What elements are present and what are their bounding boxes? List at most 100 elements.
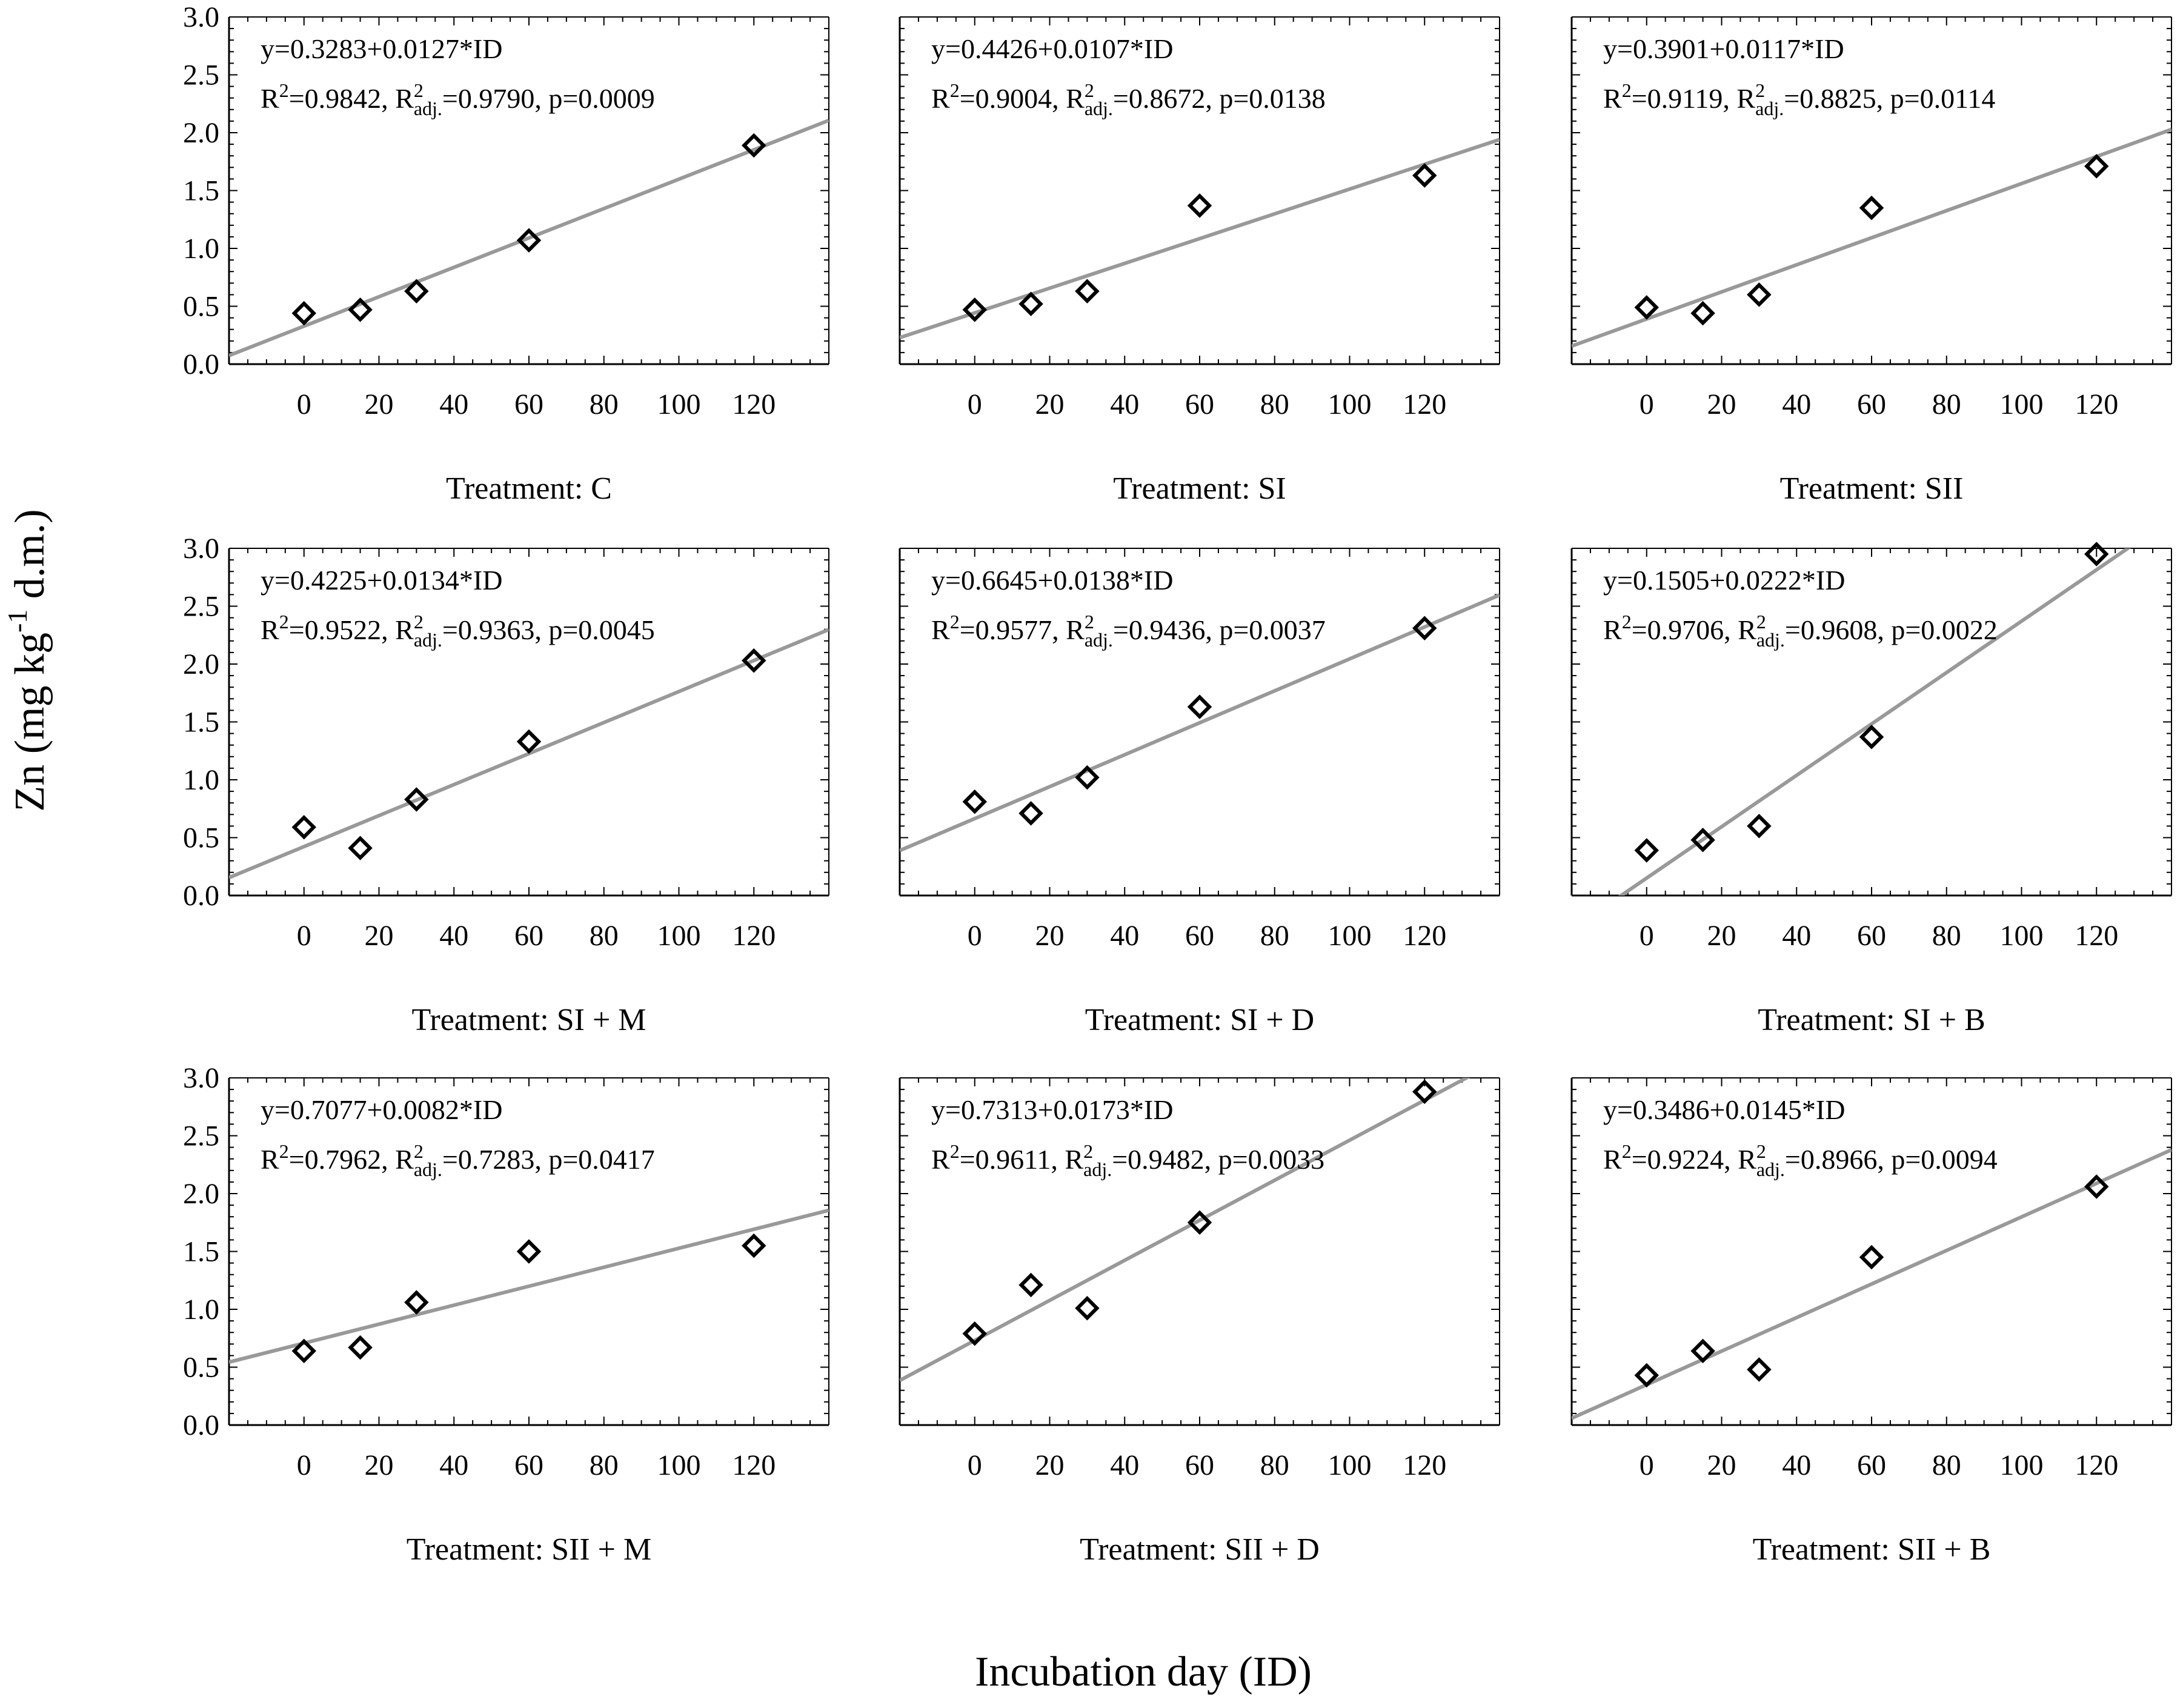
r2adj-superscript: 2 (1756, 611, 1766, 633)
x-tick-label: 80 (1932, 920, 1961, 952)
r2adj-value: =0.7283, p=0.0417 (442, 1144, 655, 1175)
data-point (1187, 694, 1212, 719)
data-point (1859, 725, 1884, 749)
regression-line (900, 138, 1500, 340)
r2adj-value: =0.8825, p=0.0114 (1784, 83, 1995, 114)
r2-superscript: 2 (1622, 1140, 1632, 1162)
data-point (962, 1321, 987, 1346)
y-tick-label: 1.5 (183, 175, 219, 207)
regression-line (1618, 548, 2131, 896)
r2-value: =0.9119, R (1632, 83, 1756, 114)
regression-equation: y=0.3283+0.0127*ID (261, 33, 502, 64)
panel-3: 0 20 40 60 80 100 120y=0.3901+0.0117*IDR2=0.91… (1570, 16, 2172, 506)
x-tick-label: 100 (657, 388, 701, 420)
data-point (1690, 828, 1715, 852)
data-point (516, 1239, 542, 1264)
x-tick-label: 20 (365, 388, 394, 420)
r2adj-subscript: adj. (1085, 629, 1113, 651)
r2adj-value: =0.9608, p=0.0022 (1785, 614, 1998, 645)
x-tick-label: 80 (590, 920, 619, 952)
x-tick-label: 20 (1035, 920, 1065, 952)
x-tick-label: 120 (2075, 920, 2118, 952)
r2-label: R (1603, 83, 1622, 114)
y-axis-title: Zn (mg kg-1 d.m.) (2, 509, 53, 811)
x-tick-label: 40 (1782, 1449, 1811, 1481)
fit-statistics: R2=0.9842, R2 adj.=0.9790, p=0.0009 (261, 79, 655, 119)
x-tick-label: 100 (1328, 388, 1372, 420)
data-point (1747, 814, 1772, 839)
x-tick-label: 40 (1110, 920, 1139, 952)
x-tick-label: 0 (1640, 388, 1654, 420)
data-point (1412, 616, 1437, 641)
y-tick-label: 3.0 (183, 1, 219, 33)
panel-label: Treatment: SII + D (1080, 1532, 1320, 1567)
y-tick-label: 2.5 (183, 1120, 219, 1152)
x-tick-label: 0 (1640, 920, 1654, 952)
x-tick-label: 0 (968, 1449, 982, 1481)
data-point (1075, 765, 1100, 790)
data-point (742, 1233, 766, 1258)
x-tick-label: 60 (1857, 388, 1886, 420)
r2-label: R (931, 83, 950, 114)
x-tick-label: 0 (297, 388, 311, 420)
x-tick-label: 40 (1110, 1449, 1139, 1481)
regression-line (900, 593, 1500, 852)
x-tick-label: 80 (1260, 920, 1289, 952)
regression-line (1572, 127, 2171, 348)
data-point (516, 729, 542, 754)
r2-superscript: 2 (279, 611, 289, 633)
x-tick-label: 0 (297, 920, 311, 952)
data-point (1859, 195, 1884, 221)
y-tick-label: 0.0 (183, 348, 219, 380)
r2adj-value: =0.9363, p=0.0045 (442, 614, 655, 645)
x-tick-label: 20 (365, 1449, 394, 1481)
fit-statistics: R2=0.9224, R2 adj.=0.8966, p=0.0094 (1603, 1140, 1998, 1180)
x-tick-label: 120 (732, 920, 776, 952)
r2-value: =0.9522, R (289, 614, 414, 645)
y-tick-label: 2.5 (183, 591, 219, 623)
x-tick-label: 100 (2000, 920, 2044, 952)
y-tick-label: 2.0 (183, 1178, 219, 1210)
x-tick-label: 0 (1640, 1449, 1654, 1481)
y-tick-label: 3.0 (183, 1062, 219, 1094)
x-tick-label: 0 (968, 388, 982, 420)
fit-statistics: R2=0.7962, R2 adj.=0.7283, p=0.0417 (261, 1140, 655, 1180)
data-point (962, 297, 987, 322)
x-tick-label: 40 (439, 388, 468, 420)
x-tick-label: 80 (1932, 388, 1961, 420)
data-point (348, 1335, 373, 1360)
y-tick-label: 3.0 (183, 533, 219, 565)
x-tick-label: 40 (1782, 388, 1811, 420)
x-tick-label: 120 (2075, 1449, 2118, 1481)
data-point (1018, 291, 1043, 316)
y-axis-title-tail: d.m.) (7, 509, 53, 609)
y-tick-label: 2.0 (183, 648, 219, 680)
data-point (1018, 801, 1043, 826)
x-tick-label: 80 (1932, 1449, 1961, 1481)
y-tick-label: 1.5 (183, 1236, 219, 1268)
data-point (291, 301, 316, 326)
x-tick-label: 0 (968, 920, 982, 952)
r2-superscript: 2 (1622, 611, 1632, 633)
r2-value: =0.9706, R (1632, 614, 1756, 645)
panel-label: Treatment: C (446, 471, 612, 506)
data-point (1634, 838, 1659, 863)
r2adj-superscript: 2 (414, 611, 424, 633)
y-tick-label: 2.5 (183, 59, 219, 91)
r2adj-subscript: adj. (1756, 629, 1785, 651)
r2adj-value: =0.8966, p=0.0094 (1785, 1144, 1998, 1175)
x-tick-label: 20 (1707, 388, 1736, 420)
fit-statistics: R2=0.9611, R2 adj.=0.9482, p=0.0033 (931, 1140, 1324, 1180)
x-tick-label: 100 (657, 920, 701, 952)
x-tick-label: 0 (297, 1449, 311, 1481)
fit-statistics: R2=0.9577, R2 adj.=0.9436, p=0.0037 (931, 611, 1326, 651)
data-point (2084, 542, 2109, 567)
x-tick-label: 40 (439, 920, 468, 952)
r2-superscript: 2 (950, 611, 960, 633)
x-tick-label: 60 (1857, 1449, 1886, 1481)
panel-5: 0 20 40 60 80 100 120y=0.6645+0.0138*IDR2=0.95… (899, 548, 1500, 1037)
y-tick-label: 1.0 (183, 764, 219, 796)
y-axis-title-sup: -1 (2, 610, 33, 633)
r2adj-subscript: adj. (414, 98, 442, 119)
